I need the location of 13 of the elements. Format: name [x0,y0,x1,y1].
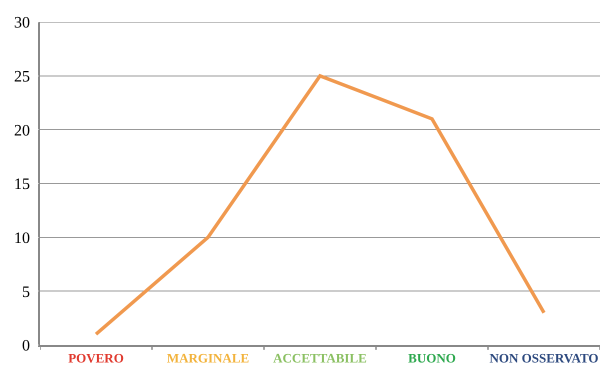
x-tick-label: NON OSSERVATO [490,350,598,366]
x-tick-label: MARGINALE [166,350,250,366]
y-tick-label: 30 [14,14,30,32]
y-tick-label: 15 [14,176,30,194]
x-tick-label: ACCETTABILE [273,350,367,366]
y-tick-label: 10 [14,230,30,247]
line-series [94,74,546,336]
y-tick-label: 0 [22,338,30,355]
y-tick-label: 25 [14,68,30,86]
y-tick-label: 20 [14,122,30,140]
y-tick-label: 5 [22,284,30,301]
x-tick-label: POVERO [68,350,124,366]
x-tick-label: BUONO [408,350,456,366]
